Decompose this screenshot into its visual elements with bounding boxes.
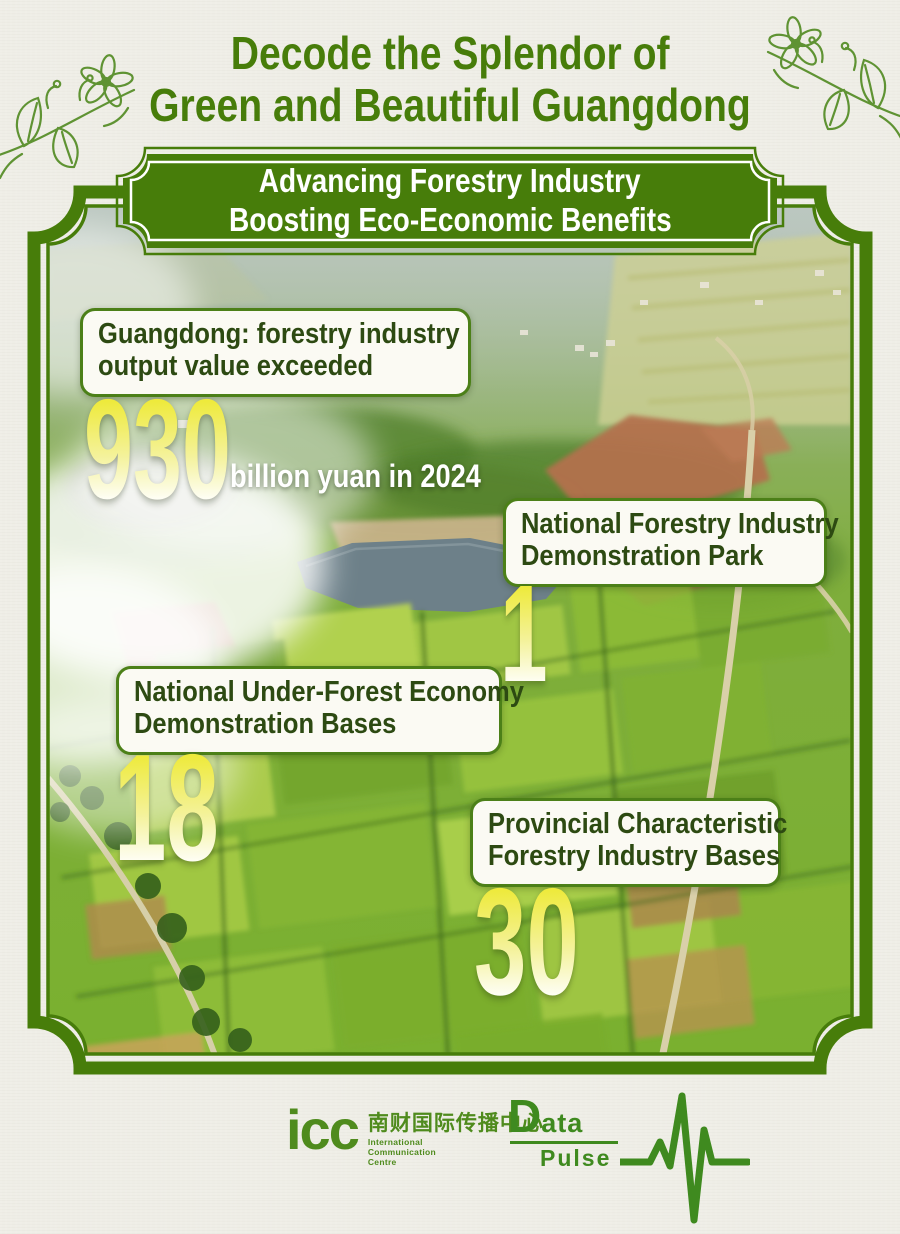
page-title: Decode the Splendor of Green and Beautif… [0,27,900,131]
stat-underforest-bases-number: 18 [114,723,219,893]
stat-underforest-bases-label: National Under-Forest Economy Demonstrat… [116,666,524,755]
stat-provincial-bases-number: 30 [474,857,579,1027]
banner-text: Advancing Forestry Industry Boosting Eco… [115,146,785,256]
poster-root: Decode the Splendor of Green and Beautif… [0,16,900,1224]
data-pulse-initial: D [508,1090,542,1142]
photo-frame-outer [27,185,873,1075]
stat-output-value-label: Guangdong: forestry industry output valu… [80,308,471,397]
icc-logo: icc 南财国际传播中心 International Communication… [286,1098,544,1167]
stat-demo-park-label: National Forestry Industry Demonstration… [503,498,839,587]
floral-branch-icon [766,16,900,142]
banner-line-2: Boosting Eco-Economic Benefits [228,201,672,238]
stat-provincial-bases-label: Provincial Characteristic Forestry Indus… [470,798,787,887]
footer: icc 南财国际传播中心 International Communication… [0,1090,900,1224]
pulse-waveform-icon [620,1092,750,1224]
icc-abbr: icc [286,1098,360,1161]
stat-demo-park-number: 1 [500,557,548,711]
banner-shape [115,146,785,256]
stat-output-value-number: 930 [84,370,231,529]
photo-frame-inner [46,204,854,1056]
data-pulse-rule [510,1141,618,1144]
title-line-1: Decode the Splendor of [230,27,670,79]
stat-output-value-unit: billion yuan in 2024 [230,458,481,494]
icc-en-line3: Centre [367,1156,397,1167]
data-pulse-word2: Pulse [540,1145,612,1171]
banner-line-1: Advancing Forestry Industry [259,162,641,200]
icc-chinese-name: 南财国际传播中心 [367,1112,544,1135]
icc-en-line1: International [367,1137,423,1148]
data-pulse-rest: ata [541,1108,584,1138]
subtitle-banner: Advancing Forestry Industry Boosting Eco… [115,146,785,256]
floral-branch-icon [0,54,136,180]
title-line-2: Green and Beautiful Guangdong [149,78,751,131]
icc-en-line2: Communication [367,1146,436,1157]
